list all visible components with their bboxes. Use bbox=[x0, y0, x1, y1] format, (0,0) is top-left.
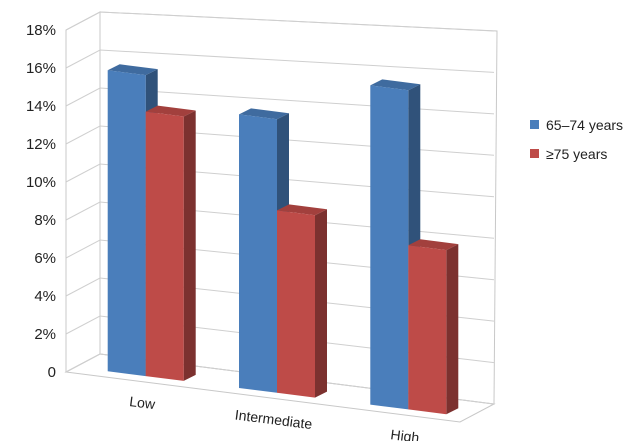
bar-front bbox=[107, 70, 146, 377]
bar-top bbox=[277, 204, 327, 216]
bars bbox=[107, 64, 459, 415]
bar-low-series-2 bbox=[145, 105, 196, 381]
gridline bbox=[65, 353, 495, 405]
legend: 65–74 years ≥75 years bbox=[530, 117, 623, 162]
bar-top bbox=[107, 64, 158, 76]
bar-top bbox=[408, 239, 459, 251]
y-tick-label: 6% bbox=[34, 250, 56, 267]
bar-front bbox=[239, 114, 277, 393]
x-category-label: High bbox=[390, 426, 421, 441]
bar-front bbox=[370, 85, 409, 410]
legend-swatch bbox=[530, 149, 539, 158]
y-tick-label: 0 bbox=[48, 364, 56, 381]
gridline bbox=[65, 277, 495, 322]
bar-top bbox=[239, 108, 289, 120]
bar-front bbox=[408, 245, 447, 415]
bar-top bbox=[145, 105, 196, 117]
y-tick-label: 4% bbox=[34, 288, 56, 305]
gridline bbox=[65, 201, 495, 239]
gridline bbox=[65, 239, 495, 281]
bar-front bbox=[277, 210, 315, 398]
bar-side bbox=[315, 209, 327, 398]
gridlines bbox=[65, 11, 495, 405]
bar-intermediate-series-2 bbox=[277, 204, 327, 398]
bar-front bbox=[145, 111, 184, 381]
bar-top bbox=[370, 79, 421, 91]
bar-side bbox=[183, 110, 196, 381]
y-tick-label: 14% bbox=[26, 98, 56, 115]
y-tick-label: 8% bbox=[34, 212, 56, 229]
y-tick-label: 12% bbox=[26, 136, 56, 153]
legend-label: ≥75 years bbox=[546, 146, 607, 162]
gridline bbox=[65, 163, 495, 198]
bar-high-series-2 bbox=[408, 239, 459, 415]
y-tick-label: 18% bbox=[26, 22, 56, 39]
y-axis-tick-labels: 0 2% 4% 6% 8% 10% 12% 14% 16% 18% bbox=[26, 22, 56, 381]
legend-label: 65–74 years bbox=[546, 117, 623, 133]
legend-swatch bbox=[530, 120, 539, 129]
left-wall bbox=[65, 11, 101, 373]
gridline bbox=[65, 125, 495, 156]
x-category-label: Intermediate bbox=[234, 406, 313, 432]
y-tick-label: 10% bbox=[26, 174, 56, 191]
x-category-label: Low bbox=[129, 393, 157, 412]
bar-side bbox=[446, 244, 459, 415]
y-tick-label: 2% bbox=[34, 326, 56, 343]
gridline bbox=[65, 87, 495, 115]
y-tick-label: 16% bbox=[26, 60, 56, 77]
gridline bbox=[65, 11, 495, 32]
gridline bbox=[65, 315, 495, 364]
gridline bbox=[65, 49, 495, 73]
